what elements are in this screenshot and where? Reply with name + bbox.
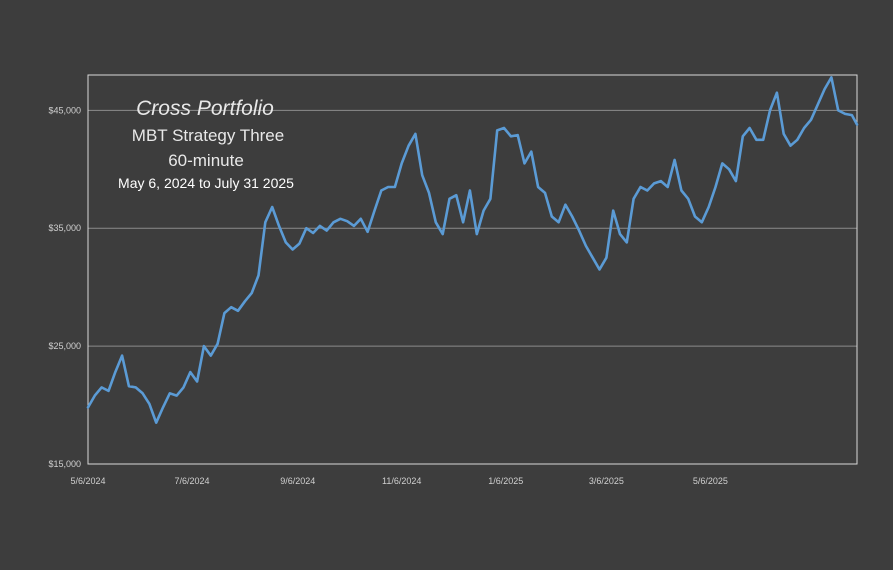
chart-title: Cross Portfolio — [136, 97, 274, 120]
x-axis-ticks: 5/6/2024 7/6/2024 9/6/2024 11/6/2024 1/6/202… — [70, 476, 727, 486]
chart-title-block: Cross Portfolio MBT Strategy Three 60-mi… — [118, 97, 294, 191]
plot-area — [87, 74, 858, 465]
x-tick-label: 11/6/2024 — [382, 476, 421, 486]
x-tick-label: 5/6/2024 — [70, 476, 105, 486]
y-tick-label: $15,000 — [48, 459, 81, 469]
series-line — [86, 76, 859, 424]
chart-subtitle-strategy: MBT Strategy Three — [132, 126, 284, 145]
chart-subtitle-daterange: May 6, 2024 to July 31 2025 — [118, 175, 294, 191]
x-tick-label: 1/6/2025 — [488, 476, 523, 486]
x-tick-label: 3/6/2025 — [589, 476, 624, 486]
y-axis-ticks: $15,000 $25,000 $35,000 $45,000 — [48, 105, 81, 469]
y-tick-label: $45,000 — [48, 105, 81, 115]
x-tick-label: 9/6/2024 — [280, 476, 315, 486]
chart-subtitle-timeframe: 60-minute — [168, 151, 244, 170]
y-tick-label: $25,000 — [48, 341, 81, 351]
x-tick-label: 5/6/2025 — [693, 476, 728, 486]
x-tick-label: 7/6/2024 — [174, 476, 209, 486]
y-tick-label: $35,000 — [48, 223, 81, 233]
